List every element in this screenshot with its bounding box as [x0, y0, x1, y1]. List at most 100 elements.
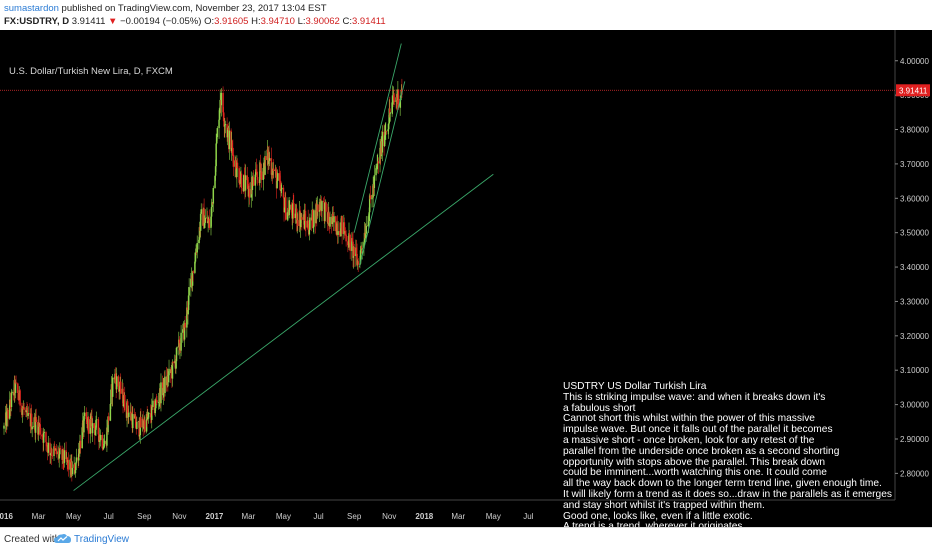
candle-body	[259, 162, 261, 184]
candle-body	[149, 413, 152, 418]
analysis-note-line: a fabulous short	[563, 402, 636, 414]
candle-body	[148, 413, 150, 414]
candle-body	[134, 415, 137, 428]
candle-body	[364, 233, 367, 239]
candle-body	[339, 231, 341, 236]
high-label: H:	[251, 16, 261, 27]
candle-body	[381, 131, 384, 153]
candle-body	[17, 383, 19, 393]
candle-body	[299, 219, 302, 228]
candle-body	[122, 388, 124, 407]
candle-body	[140, 416, 142, 428]
candle-body	[23, 407, 25, 410]
candle-body	[136, 421, 138, 430]
candle-body	[377, 161, 380, 164]
candle-body	[106, 427, 108, 446]
candle-body	[107, 416, 109, 433]
analysis-note-line: This is striking impulse wave: and when …	[563, 391, 826, 403]
candle-body	[175, 361, 177, 369]
author-link[interactable]: sumastardon	[4, 3, 59, 14]
candle-body	[214, 175, 216, 188]
candle-body	[138, 435, 141, 437]
candle-body	[94, 429, 97, 436]
candle-body	[361, 248, 363, 250]
x-tick-label: May	[276, 512, 291, 521]
candle-body	[182, 329, 184, 333]
candle-body	[353, 246, 355, 257]
candle-body	[41, 434, 43, 437]
candle-body	[97, 419, 100, 435]
candle-body	[53, 446, 55, 457]
candle-body	[191, 271, 194, 286]
low-label: L:	[297, 16, 306, 27]
candle-body	[322, 201, 325, 202]
candle-body	[312, 209, 314, 228]
last-price: 3.91411	[71, 16, 106, 27]
candle-body	[146, 414, 148, 420]
candle-body	[95, 420, 97, 430]
candle-body	[305, 220, 307, 228]
candle-body	[264, 156, 266, 175]
analysis-note: USDTRY US Dollar Turkish Lira This is str…	[563, 381, 893, 533]
candle-body	[222, 112, 225, 122]
candle-body	[288, 209, 290, 216]
candle-body	[317, 204, 319, 212]
candle-body	[393, 100, 396, 102]
candle-body	[49, 442, 51, 456]
candle-body	[111, 377, 114, 397]
candle-body	[59, 448, 61, 455]
candle-body	[239, 179, 242, 184]
x-tick-label: Jul	[104, 512, 114, 521]
candle-body	[164, 376, 166, 393]
candle-body	[132, 414, 134, 429]
candle-body	[144, 420, 146, 432]
candle-body	[83, 412, 86, 417]
candle-body	[328, 212, 330, 223]
candle-body	[230, 130, 232, 152]
candle-body	[276, 180, 278, 189]
candle-body	[391, 102, 393, 113]
tradingview-brand[interactable]: TradingView	[74, 534, 130, 545]
y-tick-label: 3.10000	[900, 366, 929, 375]
candle-body	[259, 162, 262, 172]
candle-body	[383, 135, 386, 147]
candle-body	[349, 234, 351, 251]
candle-body	[344, 231, 347, 235]
candle-body	[195, 252, 198, 253]
candle-body	[188, 287, 190, 296]
candle-body	[293, 203, 295, 219]
candle-body	[180, 332, 182, 351]
candle-body	[45, 442, 48, 446]
candle-body	[63, 450, 66, 464]
candle-body	[226, 129, 229, 138]
candle-body	[252, 177, 255, 186]
candle-body	[110, 389, 112, 404]
x-tick-label: Mar	[32, 512, 46, 521]
y-tick-label: 3.20000	[900, 332, 929, 341]
candle-body	[331, 213, 334, 224]
candle-body	[95, 419, 98, 421]
candle-body	[78, 448, 80, 461]
candle-body	[264, 156, 267, 161]
candle-body	[47, 442, 50, 453]
candle-body	[198, 227, 201, 240]
analysis-note-line: a massive short - once broken, look for …	[563, 434, 815, 446]
candle-body	[375, 168, 377, 176]
candle-body	[19, 390, 21, 406]
candle-body	[272, 168, 274, 176]
candle-body	[147, 417, 149, 420]
candle-body	[156, 400, 158, 403]
candle-body	[34, 417, 37, 433]
candle-body	[33, 426, 35, 428]
candle-body	[255, 169, 258, 172]
candle-body	[119, 381, 122, 394]
price-chart[interactable]: 4.000003.900003.800003.700003.600003.500…	[0, 30, 932, 527]
candle-body	[395, 97, 398, 101]
chart-area[interactable]: 4.000003.900003.800003.700003.600003.500…	[0, 30, 932, 532]
candle-body	[347, 241, 349, 246]
candle-body	[168, 368, 170, 376]
candle-body	[224, 124, 227, 126]
candle-body	[155, 399, 157, 409]
candle-body	[39, 424, 41, 435]
candle-body	[376, 163, 378, 167]
